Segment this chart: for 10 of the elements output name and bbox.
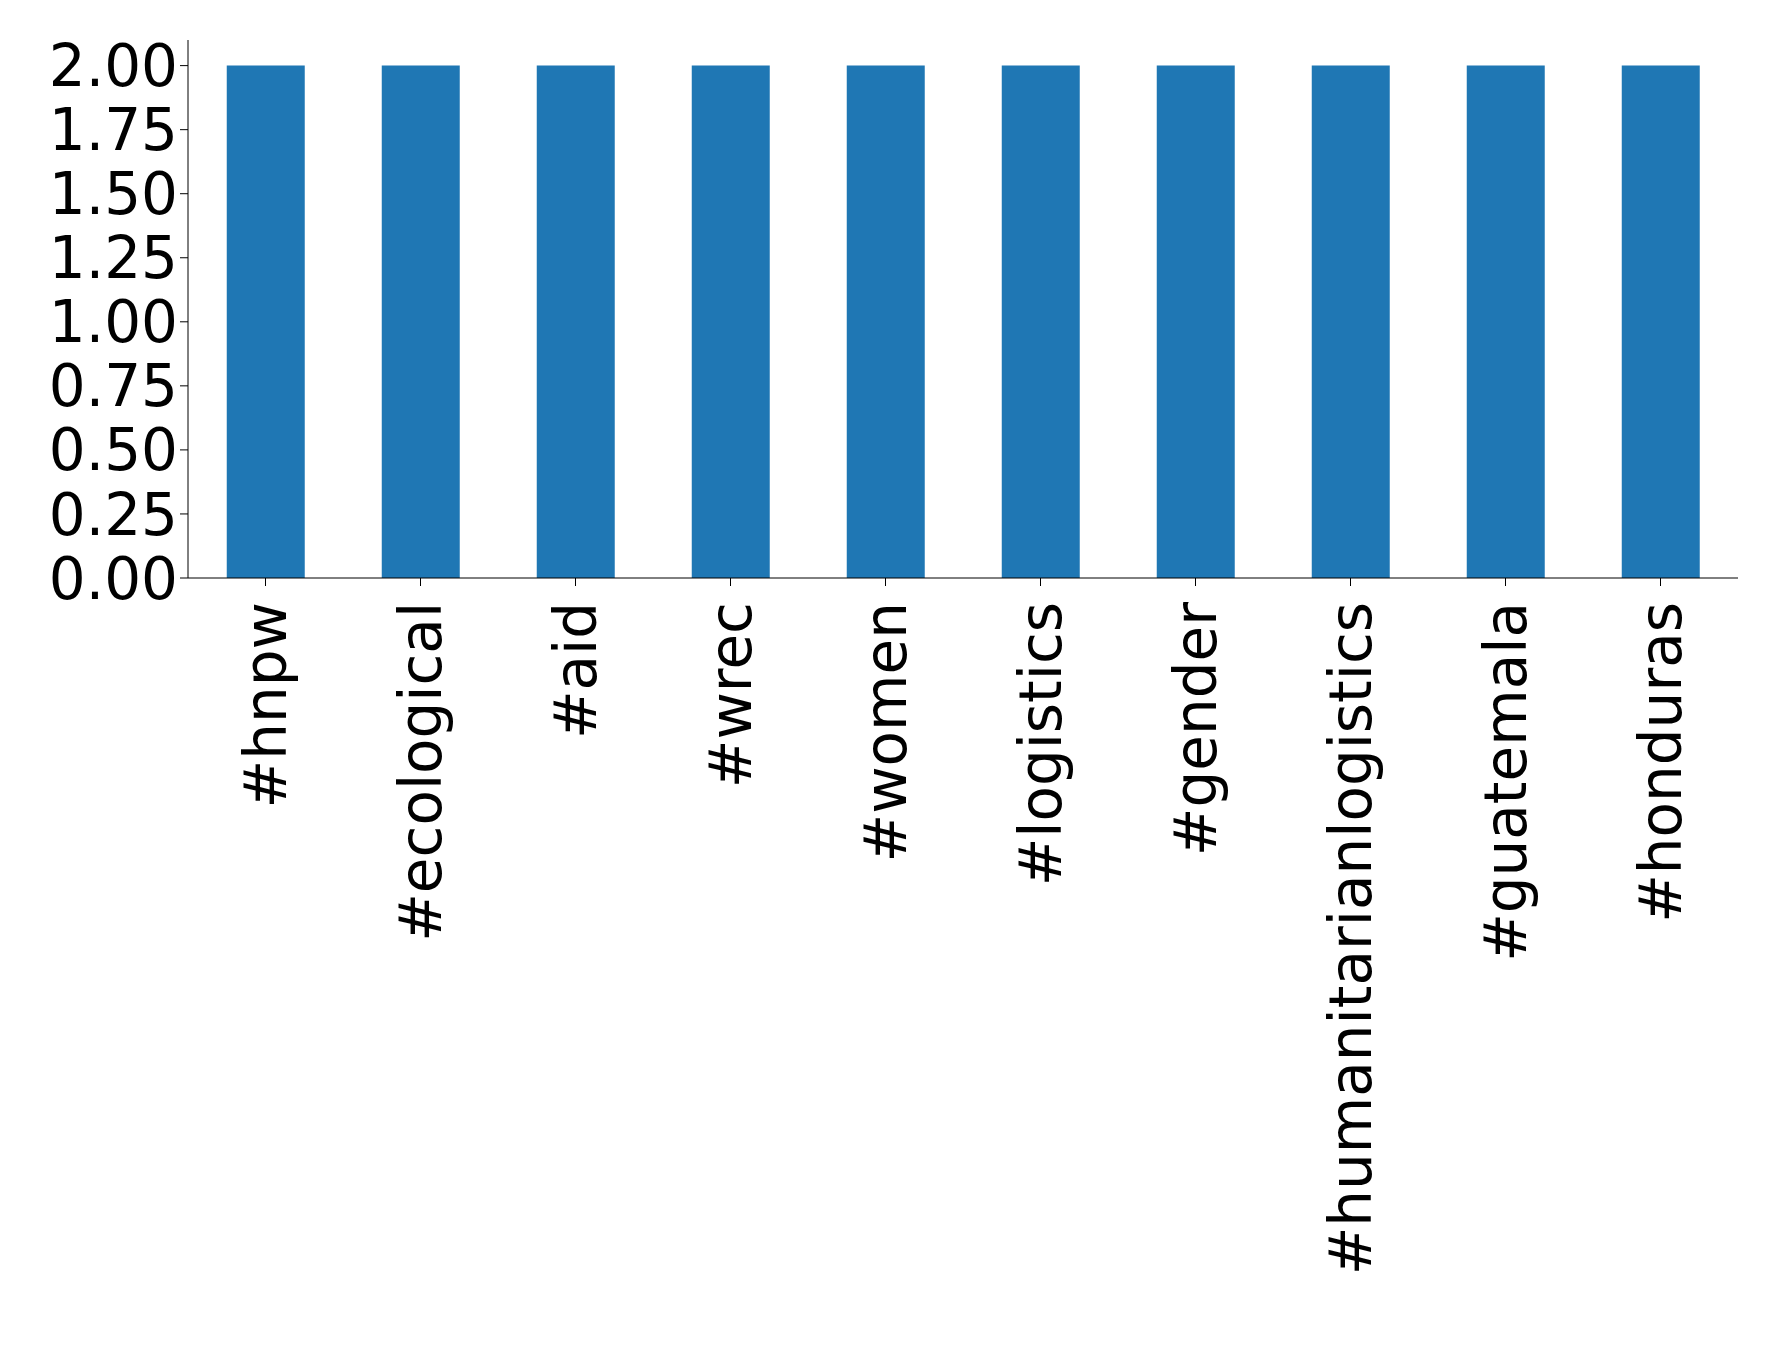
x-tick-label: #gender [1161, 601, 1230, 857]
x-tick-label: #women [851, 602, 920, 863]
x-tick-label: #honduras [1626, 602, 1695, 923]
x-tick-label: #logistics [1006, 602, 1075, 887]
x-tick-label: #ecological [386, 602, 455, 942]
x-tick-label: #hnpw [231, 602, 300, 809]
x-tick-label: #aid [541, 602, 610, 740]
x-tick-label: #guatemala [1471, 602, 1540, 962]
x-tick-label: #wrec [696, 602, 765, 789]
x-tick-label: #humanitarianlogistics [1316, 602, 1385, 1276]
